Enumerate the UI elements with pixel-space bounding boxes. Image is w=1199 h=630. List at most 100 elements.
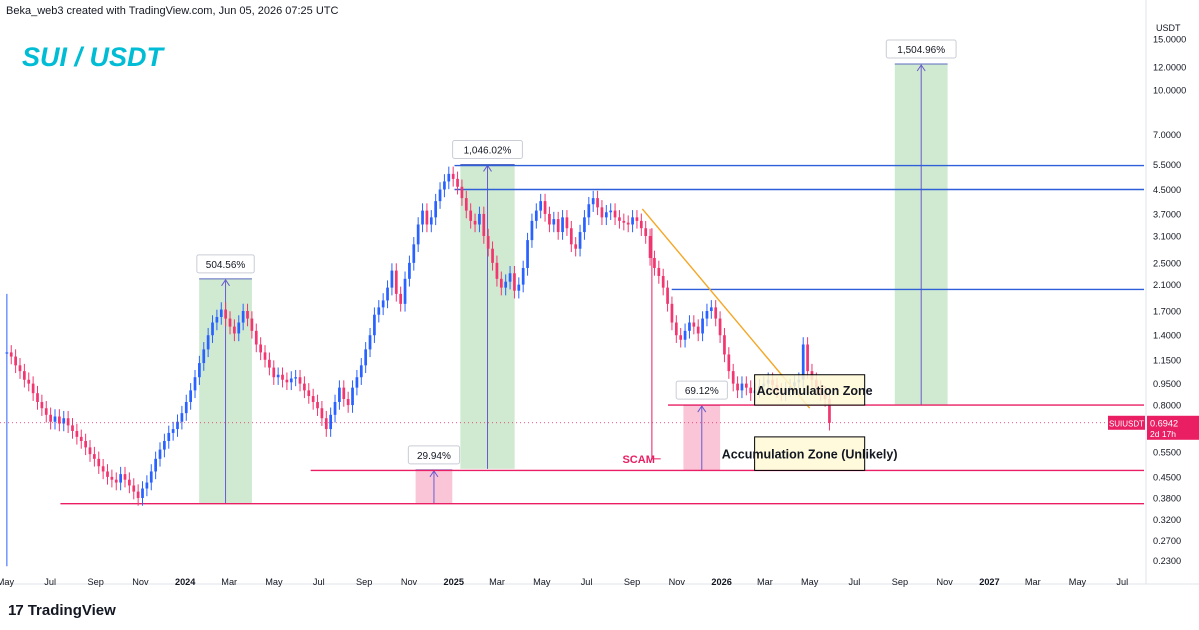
- candle-body: [241, 310, 245, 323]
- candle-body: [548, 213, 551, 225]
- candle-body: [429, 217, 433, 225]
- candle-body: [324, 418, 328, 430]
- candle-body: [569, 228, 573, 245]
- candle-body: [469, 210, 473, 221]
- candle-body: [36, 393, 39, 402]
- candle-body: [285, 379, 289, 383]
- accumulation-box-1: [754, 436, 866, 471]
- time-tick: 2024: [175, 577, 196, 587]
- chart-credit: Beka_web3 created with TradingView.com, …: [6, 5, 339, 17]
- candle-body: [534, 210, 538, 221]
- candle-body: [373, 314, 376, 336]
- time-tick: Mar: [221, 577, 237, 587]
- candle-body: [359, 365, 363, 378]
- brand-label: TradingView: [27, 602, 116, 619]
- candle-body: [731, 371, 735, 384]
- price-tick: 0.3200: [1153, 515, 1181, 525]
- symbol-tag: SUIUSDT: [1109, 419, 1144, 428]
- time-tick: Jul: [313, 577, 325, 587]
- time-tick: Nov: [669, 577, 686, 587]
- measure-label-0: 504.56%: [206, 260, 246, 271]
- time-tick: Sep: [624, 577, 640, 587]
- candle-body: [486, 236, 490, 249]
- candle-body: [434, 201, 438, 218]
- candle-body: [176, 421, 179, 430]
- candle-body: [596, 198, 599, 208]
- candle-body: [578, 232, 582, 249]
- measure-label-box-3: [407, 445, 461, 465]
- candle-body: [828, 398, 831, 423]
- candle-body: [543, 201, 547, 214]
- candle-body: [806, 344, 809, 372]
- candle-body: [478, 213, 481, 225]
- time-tick: Sep: [87, 577, 103, 587]
- candle-body: [714, 307, 718, 319]
- candle-body: [31, 383, 35, 394]
- candle-body: [749, 387, 753, 394]
- candle-body: [289, 378, 293, 383]
- candle-body: [521, 267, 525, 285]
- time-tick: Nov: [132, 577, 149, 587]
- candle-body: [408, 262, 411, 279]
- candle-body: [565, 217, 569, 229]
- measure-label-box-1: [452, 139, 523, 159]
- candle-body: [110, 476, 114, 480]
- candle-body: [412, 244, 416, 263]
- candle-body: [626, 222, 630, 225]
- candle-body: [79, 436, 83, 441]
- time-tick: Nov: [936, 577, 953, 587]
- time-tick: 2025: [444, 577, 464, 587]
- candle-body: [66, 418, 70, 426]
- measure-label-2: 1,504.96%: [897, 45, 945, 56]
- candle-body: [233, 326, 236, 334]
- time-tick: Mar: [489, 577, 505, 587]
- candle-body: [447, 173, 451, 182]
- candle-body: [167, 432, 171, 441]
- candle-body: [622, 220, 626, 223]
- candle-body: [141, 488, 144, 498]
- candle-body: [5, 352, 9, 354]
- candle-body: [272, 367, 276, 378]
- candle-body: [246, 310, 249, 319]
- candle-body: [600, 207, 604, 218]
- candle-body: [329, 414, 333, 430]
- candle-body: [145, 482, 149, 489]
- candle-body: [648, 236, 652, 258]
- candle-body: [591, 198, 595, 205]
- price-tick: 0.8000: [1153, 401, 1181, 411]
- candle-body: [364, 349, 368, 366]
- candle-body: [394, 270, 398, 294]
- candle-body: [727, 354, 731, 372]
- candle-body: [171, 429, 175, 433]
- candle-body: [123, 474, 127, 480]
- candle-body: [539, 201, 543, 211]
- symbol-tag-bg: [1108, 415, 1145, 430]
- measure-label-box-0: [196, 254, 255, 274]
- candle-body: [338, 387, 341, 402]
- candle-body: [198, 363, 201, 378]
- scam-label: SCAM: [622, 454, 654, 466]
- candle-body: [679, 335, 683, 340]
- time-tick: 2027: [979, 577, 999, 587]
- measure-label-box-2: [885, 39, 957, 59]
- candle-body: [416, 224, 420, 245]
- candle-body: [670, 303, 674, 323]
- candle-body: [683, 330, 687, 340]
- time-tick: Sep: [892, 577, 908, 587]
- candle-body: [688, 322, 691, 331]
- tradingview-brand[interactable]: 17 TradingView: [8, 602, 116, 619]
- time-tick: Jul: [849, 577, 861, 587]
- price-tick: 0.2700: [1153, 536, 1181, 546]
- candle-body: [696, 326, 700, 334]
- candle-body: [653, 257, 656, 268]
- candle-body: [202, 349, 206, 364]
- candle-body: [609, 210, 613, 213]
- candle-body: [219, 309, 223, 318]
- candle-body: [692, 322, 696, 327]
- candle-body: [587, 204, 591, 218]
- price-tick: 4.5000: [1153, 185, 1181, 195]
- candle-body: [604, 212, 608, 218]
- candle-body: [71, 425, 74, 431]
- accumulation-label-1: Accumulation Zone (Unlikely): [722, 448, 898, 462]
